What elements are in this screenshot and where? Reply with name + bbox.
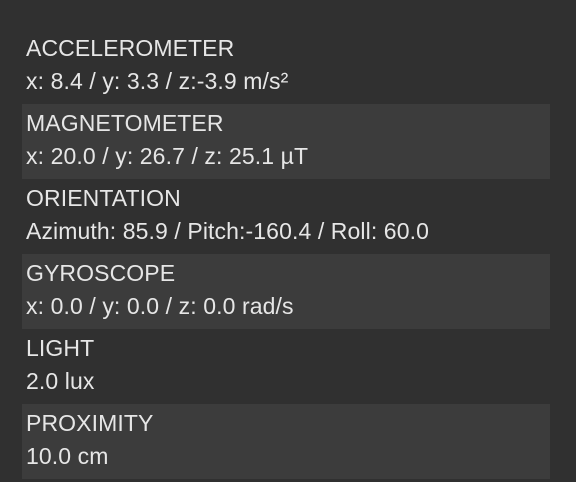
sensor-value: 10.0 cm <box>26 443 109 469</box>
sensor-value: x: 0.0 / y: 0.0 / z: 0.0 rad/s <box>26 293 294 319</box>
sensor-value: x: 8.4 / y: 3.3 / z:-3.9 m/s² <box>26 68 289 94</box>
sensor-name: ORIENTATION <box>26 185 181 211</box>
sensor-name: ACCELEROMETER <box>26 35 235 61</box>
sensor-list: ACCELEROMETER x: 8.4 / y: 3.3 / z:-3.9 m… <box>22 29 550 479</box>
sensor-row-proximity: PROXIMITY 10.0 cm <box>22 404 550 479</box>
sensor-value: Azimuth: 85.9 / Pitch:-160.4 / Roll: 60.… <box>26 218 429 244</box>
sensor-row-light: LIGHT 2.0 lux <box>22 329 550 404</box>
sensor-name: GYROSCOPE <box>26 260 176 286</box>
sensor-name: PROXIMITY <box>26 410 154 436</box>
sensor-row-magnetometer: MAGNETOMETER x: 20.0 / y: 26.7 / z: 25.1… <box>22 104 550 179</box>
sensor-value: x: 20.0 / y: 26.7 / z: 25.1 µT <box>26 143 309 169</box>
sensor-value: 2.0 lux <box>26 368 95 394</box>
sensor-name: MAGNETOMETER <box>26 110 224 136</box>
sensor-row-gyroscope: GYROSCOPE x: 0.0 / y: 0.0 / z: 0.0 rad/s <box>22 254 550 329</box>
sensor-row-accelerometer: ACCELEROMETER x: 8.4 / y: 3.3 / z:-3.9 m… <box>22 29 550 104</box>
sensor-row-orientation: ORIENTATION Azimuth: 85.9 / Pitch:-160.4… <box>22 179 550 254</box>
sensor-name: LIGHT <box>26 335 95 361</box>
